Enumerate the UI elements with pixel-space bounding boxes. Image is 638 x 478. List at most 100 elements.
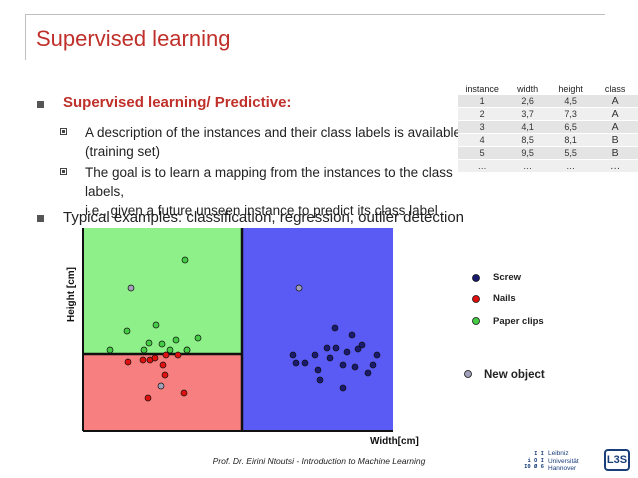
point-new-object [295,284,303,292]
region-screw [242,228,393,431]
region-paper-clips [83,228,242,354]
legend-new-object-marker [464,370,472,378]
table-cell: … [506,159,549,173]
table-header: width [517,83,539,94]
table-row: … … … … [458,159,638,173]
point-screw [358,341,366,349]
point-screw [331,324,339,332]
point-paper-clips [181,256,189,264]
slide-title: Supervised learning [36,26,231,51]
table-cell: A [592,95,638,108]
sub-bullet-line: A description of the instances and their… [85,125,461,140]
point-paper-clips [172,336,180,344]
table-cell: A [592,107,638,121]
bullet-marker [37,101,44,108]
table-header: class [604,83,626,94]
table-cell: 2 [458,107,507,121]
point-nails [159,361,167,369]
table-header: instance [465,83,499,94]
point-paper-clips [194,334,202,342]
table-row: 4 8,5 8,1 B [458,133,638,147]
table-cell: B [592,146,638,160]
luh-mark: I I i O I I0 Ø 6 [524,451,544,470]
point-screw [339,384,347,392]
legend-screw-marker [472,274,480,282]
point-paper-clips [158,340,166,348]
frame-left-line [25,14,26,60]
table-cell: 6,5 [548,120,593,134]
sub-bullet-line: (training set) [85,144,161,159]
sub-bullet-line: i.e., given a future unseen instance to … [85,203,438,218]
point-nails [161,371,169,379]
point-paper-clips [152,321,160,329]
university-logo: I I i O I I0 Ø 6 Leibniz Universität Han… [514,447,632,475]
table-cell: 1 [458,95,507,108]
point-paper-clips [140,346,148,354]
point-screw [311,351,319,359]
table-cell: 5,5 [548,146,593,160]
legend-paper-clips-label: Paper clips [493,316,544,327]
instance-table: instance width height class 1 2,6 4,5 A … [458,82,638,173]
sub-bullet-description: A description of the instances and their… [85,123,475,161]
table-cell: … [592,159,638,173]
point-nails [124,358,132,366]
table-row: 2 3,7 7,3 A [458,107,638,121]
legend-screw-label: Screw [493,272,522,283]
bullet-marker [37,215,44,222]
data-points [106,256,381,402]
table-cell: … [458,159,507,173]
table-cell: 5 [458,146,507,160]
legend-new-object-label: New object [484,369,545,381]
bullet-supervised: Supervised learning/ Predictive: [63,94,292,111]
table-cell: 3 [458,120,507,134]
point-paper-clips [145,339,153,347]
table-row: 1 2,6 4,5 A [458,95,638,108]
table-header: height [558,83,583,94]
y-axis-label: Height [cm] [66,267,77,322]
table-row: 3 4,1 6,5 A [458,120,638,134]
point-nails [180,389,188,397]
point-paper-clips [106,346,114,354]
point-new-object [157,382,165,390]
table-cell: 7,3 [548,107,593,121]
table-cell: 2,6 [506,95,549,108]
table-cell: 4 [458,133,507,147]
table-cell: B [592,133,638,147]
point-screw [301,359,309,367]
sub-bullet-marker [60,168,67,175]
x-axis-label: Width[cm] [370,436,419,447]
point-nails [162,351,170,359]
point-screw [316,376,324,384]
legend-nails-label: Nails [493,293,516,304]
point-paper-clips [183,346,191,354]
table-cell: 3,7 [506,107,549,121]
table-cell: 4,1 [506,120,549,134]
table-header-row: instance width height class [458,82,638,95]
table-cell: 9,5 [506,146,549,160]
table-row: 5 9,5 5,5 B [458,146,638,160]
point-nails [151,354,159,362]
point-screw [289,351,297,359]
point-screw [323,344,331,352]
point-nails [174,351,182,359]
point-screw [343,348,351,356]
point-paper-clips [123,327,131,335]
point-screw [369,361,377,369]
point-screw [292,359,300,367]
point-screw [364,369,372,377]
sub-bullet-line: The goal is to learn a mapping from the … [85,165,453,199]
table-cell: 8,5 [506,133,549,147]
point-screw [339,361,347,369]
table-cell: A [592,120,638,134]
point-new-object [127,284,135,292]
point-screw [348,331,356,339]
legend-paper-clips-marker [472,317,480,325]
point-screw [326,354,334,362]
table-cell: 8,1 [548,133,593,147]
point-paper-clips [166,346,174,354]
l3s-logo: L3S [604,449,630,471]
point-screw [354,345,362,353]
point-nails [144,394,152,402]
legend-nails-marker [472,295,480,303]
